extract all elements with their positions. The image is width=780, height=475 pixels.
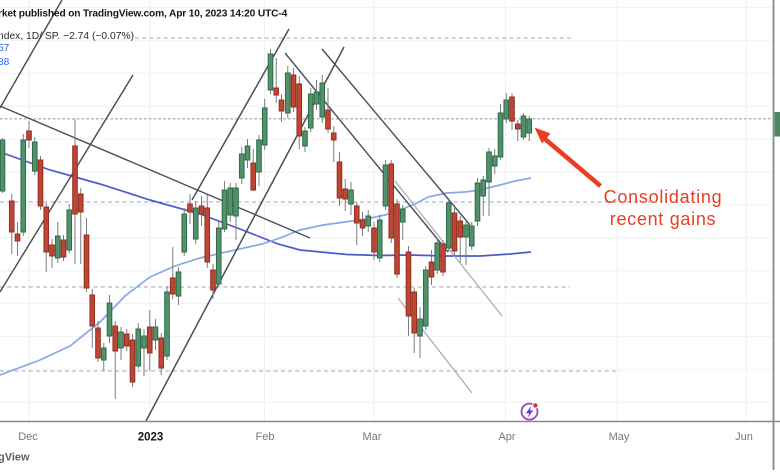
- svg-text:88: 88: [0, 57, 10, 68]
- svg-text:Consolidating: Consolidating: [604, 187, 723, 207]
- svg-text:recent gains: recent gains: [610, 209, 716, 229]
- svg-text:ndex, 1D/ SP. −2.74 (−0.07%): ndex, 1D/ SP. −2.74 (−0.07%): [0, 31, 134, 42]
- svg-text:Mar: Mar: [363, 431, 382, 443]
- svg-text:Dec: Dec: [18, 431, 38, 443]
- svg-text:Feb: Feb: [256, 431, 275, 443]
- svg-text:rket published on TradingView.: rket published on TradingView.com, Apr 1…: [0, 9, 288, 20]
- svg-text:2023: 2023: [138, 432, 164, 444]
- svg-text:57: 57: [0, 43, 10, 54]
- svg-text:Jun: Jun: [735, 431, 753, 443]
- svg-text:May: May: [609, 431, 630, 443]
- svg-text:Apr: Apr: [498, 431, 515, 443]
- svg-text:gView: gView: [0, 452, 30, 464]
